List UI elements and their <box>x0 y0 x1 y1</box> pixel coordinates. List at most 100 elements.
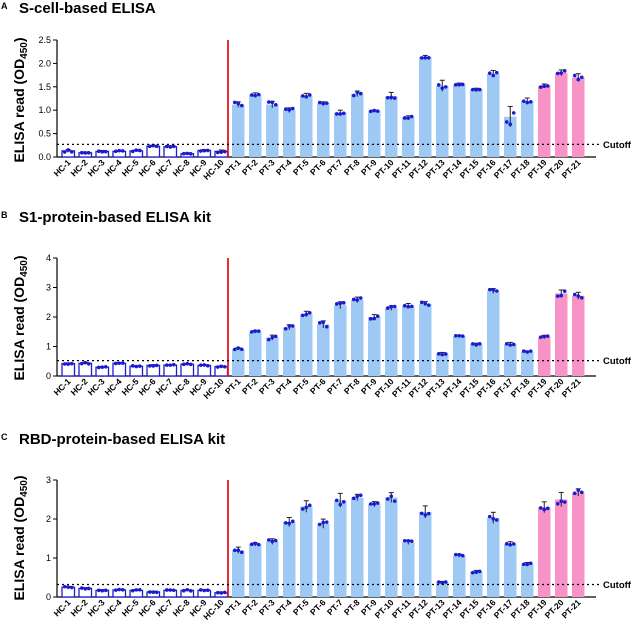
replicate-dot <box>164 588 169 592</box>
bar-pt-2 <box>249 331 262 376</box>
bar-pt-3 <box>266 541 279 597</box>
x-tick-label: HC-4 <box>103 597 124 618</box>
replicate-dot <box>453 552 458 557</box>
replicate-dot <box>389 494 394 499</box>
replicate-dot <box>576 77 581 82</box>
replicate-dot <box>419 511 424 516</box>
replicate-dot <box>307 311 312 315</box>
replicate-dot <box>392 304 397 309</box>
replicate-dot <box>562 500 567 504</box>
replicate-dot <box>341 111 346 116</box>
replicate-dot <box>423 55 428 60</box>
replicate-dot <box>79 361 84 366</box>
replicate-dot <box>266 538 271 542</box>
x-tick-label: HC-6 <box>137 376 158 397</box>
x-tick-label: PT-2 <box>240 157 260 177</box>
replicate-dot <box>440 580 445 585</box>
replicate-dot <box>321 520 326 525</box>
replicate-dot <box>508 542 513 547</box>
replicate-dot <box>559 293 564 298</box>
replicate-dot <box>511 342 516 347</box>
replicate-dot <box>457 82 462 87</box>
replicate-dot <box>239 347 244 352</box>
y-tick-label: 3 <box>46 283 51 293</box>
bar-pt-20 <box>555 72 568 157</box>
replicate-dot <box>69 585 74 590</box>
x-tick-label: HC-5 <box>120 597 141 618</box>
replicate-dot <box>185 151 190 156</box>
bar-pt-6 <box>317 103 330 157</box>
replicate-dot <box>79 150 84 155</box>
replicate-dot <box>66 362 71 366</box>
replicate-dot <box>96 588 101 593</box>
bar-pt-5 <box>300 95 313 157</box>
replicate-dot <box>100 588 105 593</box>
replicate-dot <box>232 548 237 553</box>
replicate-dot <box>436 580 441 584</box>
replicate-dot <box>511 111 516 115</box>
replicate-dot <box>324 324 329 329</box>
replicate-dot <box>130 364 135 368</box>
replicate-dot <box>494 70 499 75</box>
x-tick-label: HC-1 <box>52 597 73 618</box>
replicate-dot <box>491 516 496 521</box>
replicate-dot <box>562 69 567 73</box>
x-tick-label: HC-7 <box>154 376 175 397</box>
replicate-dot <box>351 297 356 302</box>
x-tick-label: HC-5 <box>120 376 141 397</box>
y-tick-label: 4 <box>46 253 51 263</box>
cutoff-label: Cutoff <box>603 356 632 367</box>
bar-pt-1 <box>232 550 245 597</box>
bar-pt-8 <box>351 497 364 597</box>
x-tick-label: HC-4 <box>103 376 124 397</box>
replicate-dot <box>528 349 533 353</box>
svg-text:ELISA read (OD450): ELISA read (OD450) <box>11 255 30 380</box>
bar-pt-15 <box>470 344 483 376</box>
x-tick-label: PT-21 <box>560 157 583 180</box>
replicate-dot <box>171 362 176 367</box>
replicate-dot <box>147 364 152 368</box>
x-tick-label: PT-21 <box>560 597 583 620</box>
bar-pt-2 <box>249 94 262 157</box>
x-tick-label: PT-7 <box>325 157 345 177</box>
x-tick-label: HC-8 <box>171 157 192 178</box>
replicate-dot <box>307 93 312 97</box>
x-tick-label: HC-3 <box>86 597 107 618</box>
y-tick-label: 3 <box>46 475 51 485</box>
replicate-dot <box>222 364 227 369</box>
replicate-dot <box>270 539 275 544</box>
replicate-dot <box>62 150 67 154</box>
x-tick-label: HC-2 <box>69 157 90 178</box>
replicate-dot <box>525 100 530 105</box>
replicate-dot <box>368 502 373 506</box>
replicate-dot <box>205 148 210 153</box>
replicate-dot <box>215 365 220 369</box>
replicate-dot <box>521 562 526 567</box>
replicate-dot <box>287 521 292 526</box>
replicate-dot <box>460 553 465 558</box>
replicate-dot <box>232 347 237 352</box>
replicate-dot <box>83 360 88 365</box>
x-tick-label: PT-5 <box>291 376 311 396</box>
replicate-dot <box>419 300 424 305</box>
replicate-dot <box>375 501 380 505</box>
replicate-dot <box>253 541 258 546</box>
y-tick-label: 2 <box>46 312 51 322</box>
y-tick-label: 0 <box>46 592 51 602</box>
replicate-dot <box>304 94 309 99</box>
replicate-dot <box>266 337 271 342</box>
replicate-dot <box>453 334 458 338</box>
replicate-dot <box>443 352 448 356</box>
x-tick-label: PT-2 <box>240 376 260 396</box>
replicate-dot <box>164 144 169 149</box>
x-tick-label: PT-4 <box>274 157 294 177</box>
replicate-dot <box>62 584 67 589</box>
bar-hc-4 <box>112 362 127 377</box>
replicate-dot <box>154 590 159 595</box>
replicate-dot <box>181 588 186 593</box>
x-tick-label: PT-10 <box>373 376 396 399</box>
replicate-dot <box>222 590 227 595</box>
replicate-dot <box>477 87 482 92</box>
panel-title: S1-protein-based ELISA kit <box>19 209 211 226</box>
bar-pt-21 <box>572 492 585 597</box>
